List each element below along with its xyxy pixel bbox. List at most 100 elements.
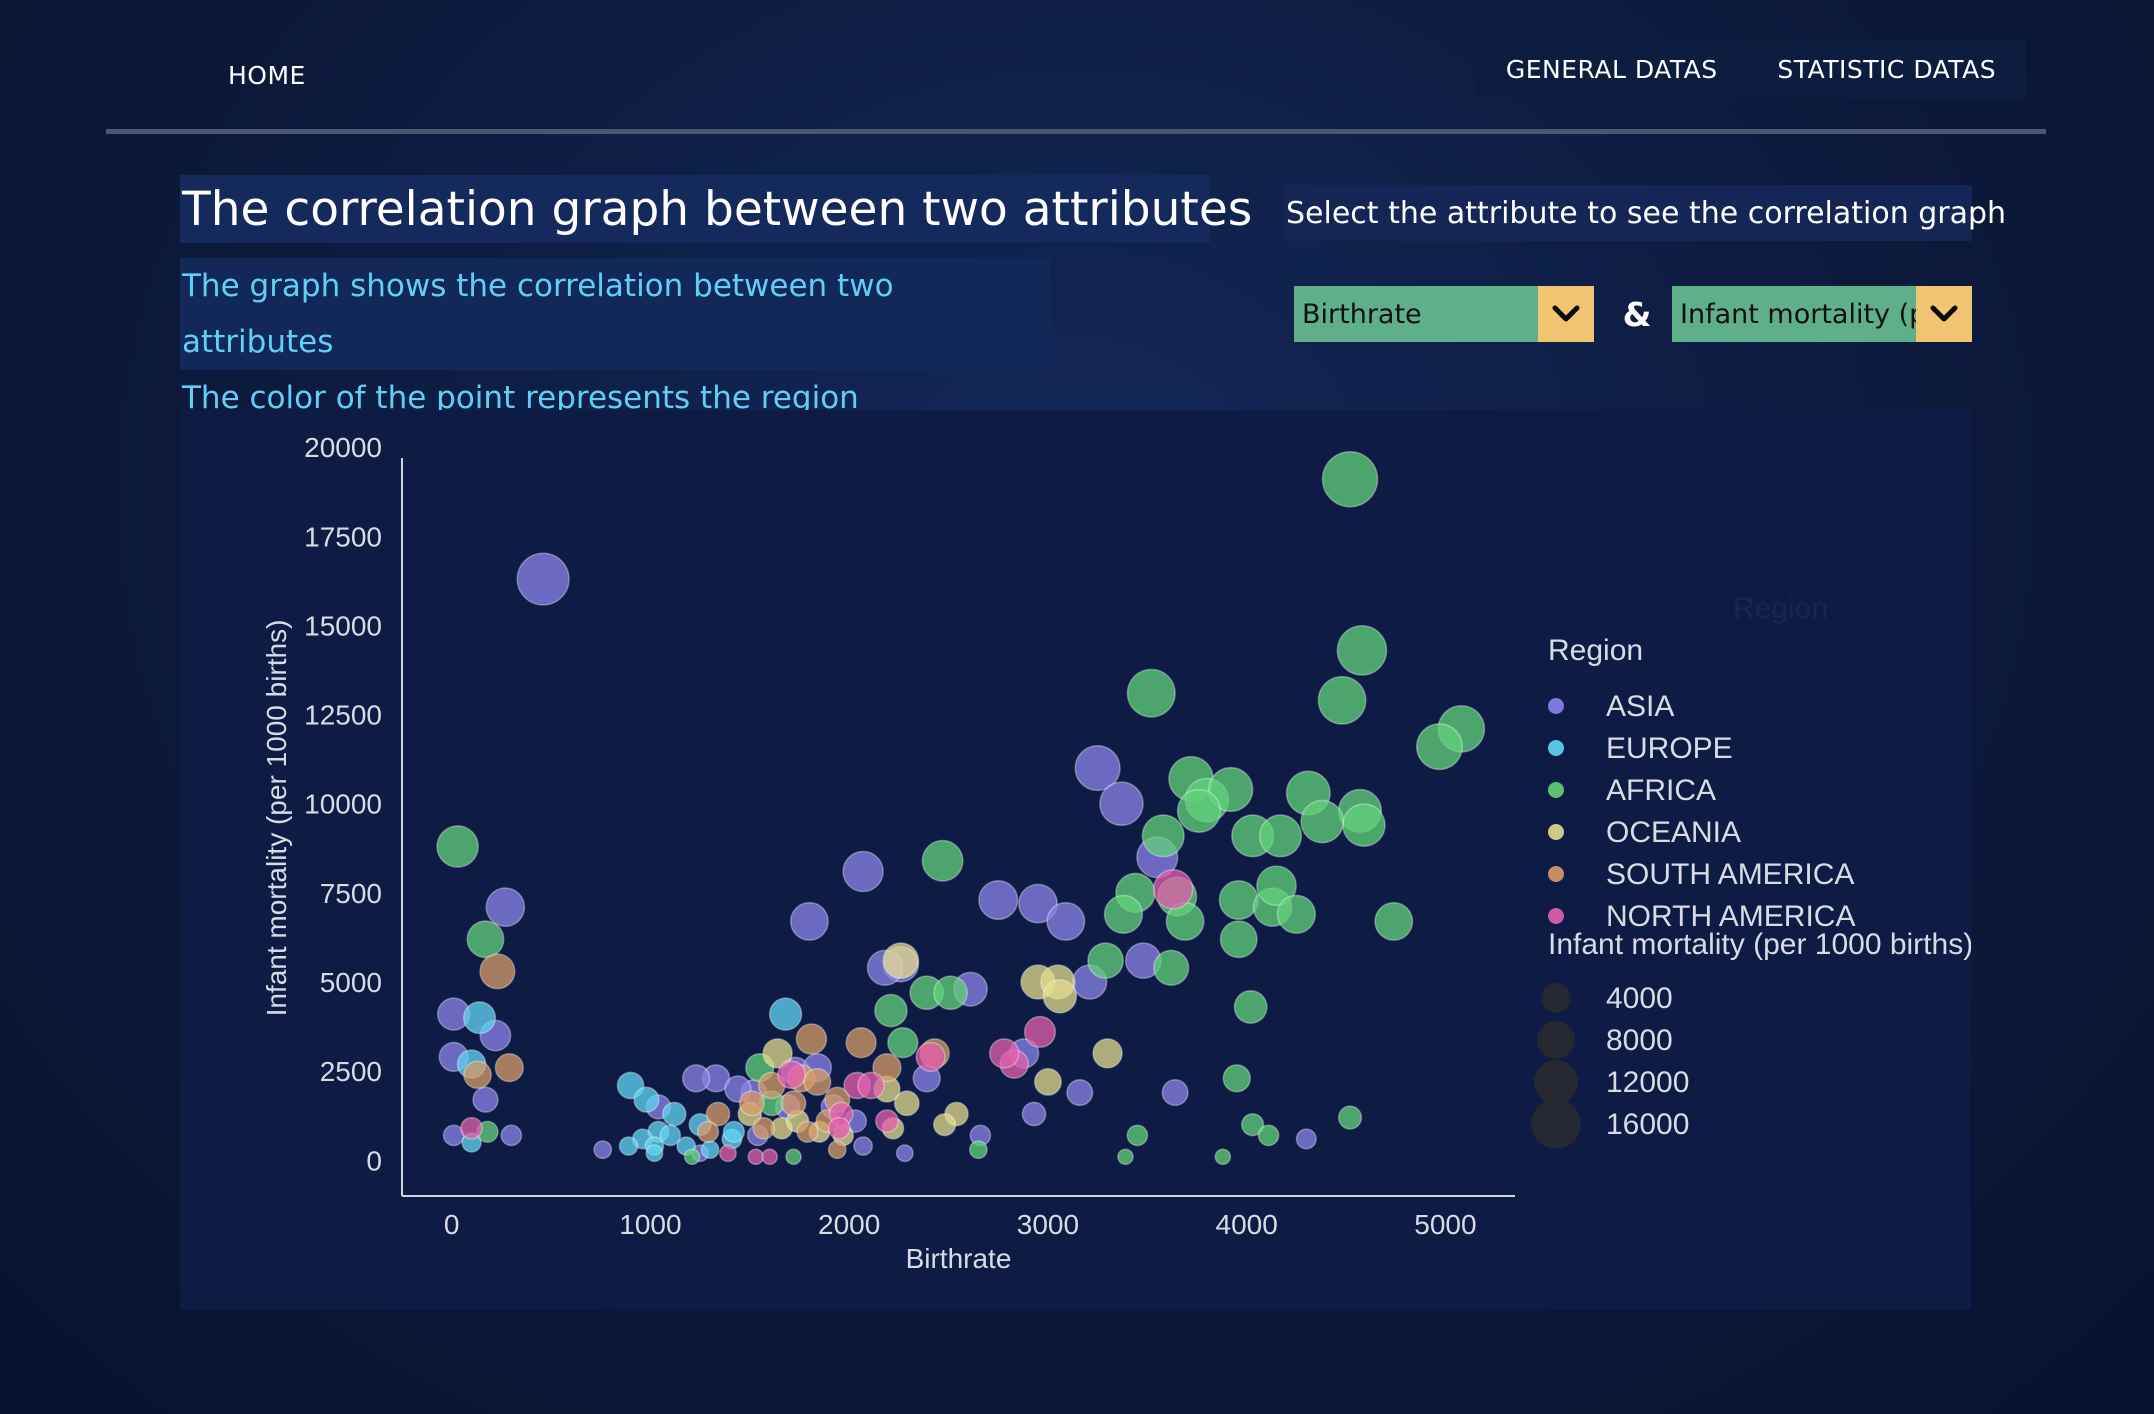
data-point — [516, 552, 570, 606]
x-attribute-dropdown[interactable]: Birthrate — [1294, 286, 1594, 342]
data-point — [1021, 1101, 1047, 1127]
data-point — [1117, 1148, 1134, 1166]
data-point — [1256, 865, 1297, 907]
nav-general-datas-link[interactable]: GENERAL DATAS — [1505, 54, 1718, 84]
data-point — [785, 1148, 802, 1166]
legend-marker — [1548, 908, 1564, 924]
y-tick-label: 5000 — [320, 967, 382, 998]
legend-size-label: 16000 — [1606, 1108, 1689, 1141]
data-point — [893, 1090, 920, 1117]
data-point — [803, 1067, 832, 1096]
legend-label: EUROPE — [1606, 732, 1733, 765]
chevron-down-icon[interactable] — [1916, 286, 1972, 342]
data-point — [1176, 788, 1222, 834]
data-point — [1374, 901, 1414, 941]
chart-panel: 0 2500 5000 7500 10000 12500 15000 17500 20000 0 1… — [180, 410, 1971, 1310]
data-point — [466, 920, 505, 959]
data-point — [1161, 1079, 1189, 1107]
data-point — [795, 1023, 828, 1055]
data-point — [462, 1001, 497, 1035]
data-point — [1257, 1124, 1280, 1147]
x-tick-label: 0 — [444, 1209, 460, 1240]
description-line-1: The graph shows the correlation between … — [182, 268, 894, 360]
x-tick-label: 3000 — [1017, 1209, 1079, 1240]
data-point — [1276, 894, 1317, 934]
legend-marker — [1548, 698, 1564, 714]
data-point — [460, 1116, 483, 1140]
data-point — [681, 1064, 711, 1093]
nav-home-link[interactable]: HOME — [228, 60, 306, 90]
legend-label: ASIA — [1606, 690, 1674, 723]
data-point — [853, 1136, 873, 1156]
data-point — [1126, 668, 1176, 718]
data-point — [683, 1148, 701, 1166]
nav-right-group: GENERAL DATAS STATISTIC DATAS — [1476, 40, 2026, 98]
data-point — [768, 997, 803, 1031]
data-point — [633, 1086, 660, 1113]
select-prompt: Select the attribute to see the correlat… — [1284, 185, 2006, 241]
chevron-down-icon[interactable] — [1538, 286, 1594, 342]
x-tick-label: 1000 — [619, 1209, 681, 1240]
data-point — [1141, 814, 1185, 858]
y-tick-label: 17500 — [304, 521, 382, 552]
data-point — [752, 1116, 776, 1140]
data-point — [618, 1136, 639, 1156]
legend-size-label: 8000 — [1606, 1024, 1673, 1057]
legend-label: OCEANIA — [1606, 816, 1741, 849]
data-point — [857, 1071, 885, 1100]
data-point — [1321, 450, 1379, 508]
data-point — [705, 1101, 731, 1127]
data-point — [1342, 803, 1386, 847]
legend-size-marker — [1533, 1059, 1579, 1105]
data-point — [887, 1026, 919, 1059]
data-point — [1126, 1124, 1149, 1147]
data-point — [696, 1120, 720, 1143]
data-point — [1415, 723, 1463, 771]
legend-size-label: 12000 — [1606, 1066, 1689, 1099]
data-point — [1258, 814, 1303, 858]
x-tick-label: 2000 — [818, 1209, 880, 1240]
data-point — [1046, 901, 1086, 941]
data-point — [1023, 1015, 1057, 1049]
legend-size-marker — [1541, 983, 1571, 1013]
y-tick-label: 20000 — [304, 432, 382, 463]
data-point — [1066, 1079, 1094, 1107]
legend-size-marker — [1531, 1099, 1581, 1149]
y-tick-label: 12500 — [304, 700, 382, 731]
data-point — [1074, 745, 1121, 792]
data-point — [1042, 979, 1078, 1014]
data-point — [777, 1060, 806, 1090]
legend-marker — [1548, 866, 1564, 882]
scatter-chart: 0 2500 5000 7500 10000 12500 15000 17500 20000 0 1… — [261, 432, 1971, 1274]
data-point — [463, 1060, 492, 1090]
data-point — [479, 953, 516, 990]
data-point — [872, 1052, 902, 1083]
legend-label: NORTH AMERICA — [1606, 900, 1855, 933]
data-point — [882, 942, 920, 980]
nav-statistic-datas-link[interactable]: STATISTIC DATAS — [1777, 54, 1997, 84]
data-point — [1317, 675, 1367, 725]
data-point — [1103, 894, 1144, 934]
data-point — [796, 1120, 819, 1143]
legend-marker — [1548, 782, 1564, 798]
data-point — [1152, 869, 1194, 910]
data-point — [722, 1120, 746, 1143]
data-point — [761, 1148, 778, 1166]
y-tick-label: 2500 — [320, 1056, 382, 1087]
data-point — [1300, 799, 1345, 844]
data-point — [1295, 1128, 1317, 1150]
data-point — [895, 1144, 914, 1163]
data-point — [1018, 883, 1058, 924]
data-point — [1092, 1038, 1123, 1069]
data-point — [645, 1144, 664, 1163]
y-attribute-dropdown[interactable]: Infant mortality (p — [1672, 286, 1972, 342]
data-point — [875, 1109, 899, 1134]
x-tick-label: 4000 — [1216, 1209, 1278, 1240]
legend-marker — [1548, 824, 1564, 840]
data-point — [1222, 1064, 1251, 1093]
data-point — [500, 1124, 523, 1147]
data-point — [842, 850, 884, 893]
legend-size-marker — [1537, 1021, 1575, 1059]
data-point — [472, 1086, 499, 1113]
data-point — [1033, 1067, 1062, 1096]
